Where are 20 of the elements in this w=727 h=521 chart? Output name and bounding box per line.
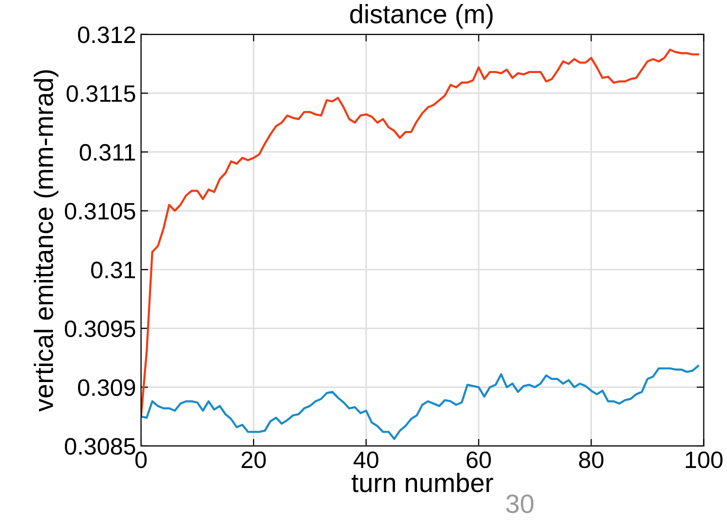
x-tick-label: 80 <box>579 451 604 468</box>
y-tick-label: 0.312 <box>78 26 135 44</box>
x-axis-title: turn number <box>352 472 494 492</box>
line-series <box>141 48 700 418</box>
line-series <box>141 364 700 440</box>
y-tick-label: 0.3095 <box>64 320 136 338</box>
y-tick-label: 0.31 <box>91 262 136 278</box>
x-tick-label: 40 <box>354 451 378 468</box>
y-tick-label: 0.3105 <box>64 202 136 220</box>
text: 30 <box>506 494 534 514</box>
x-tick-label: 100 <box>686 451 723 468</box>
y-tick-label: 0.3115 <box>66 85 136 102</box>
x-tick-label: 60 <box>466 451 491 468</box>
y-tick-label: 0.311 <box>80 144 136 161</box>
text: distance (m) <box>350 4 493 29</box>
y-tick-label: 0.309 <box>78 379 136 396</box>
y-tick-label: 0.3085 <box>64 438 136 455</box>
x-tick-label: 0 <box>135 451 147 468</box>
x-tick-label: 20 <box>242 451 266 468</box>
y-axis-title: vertical emittance (mm-mrad) <box>34 70 58 412</box>
